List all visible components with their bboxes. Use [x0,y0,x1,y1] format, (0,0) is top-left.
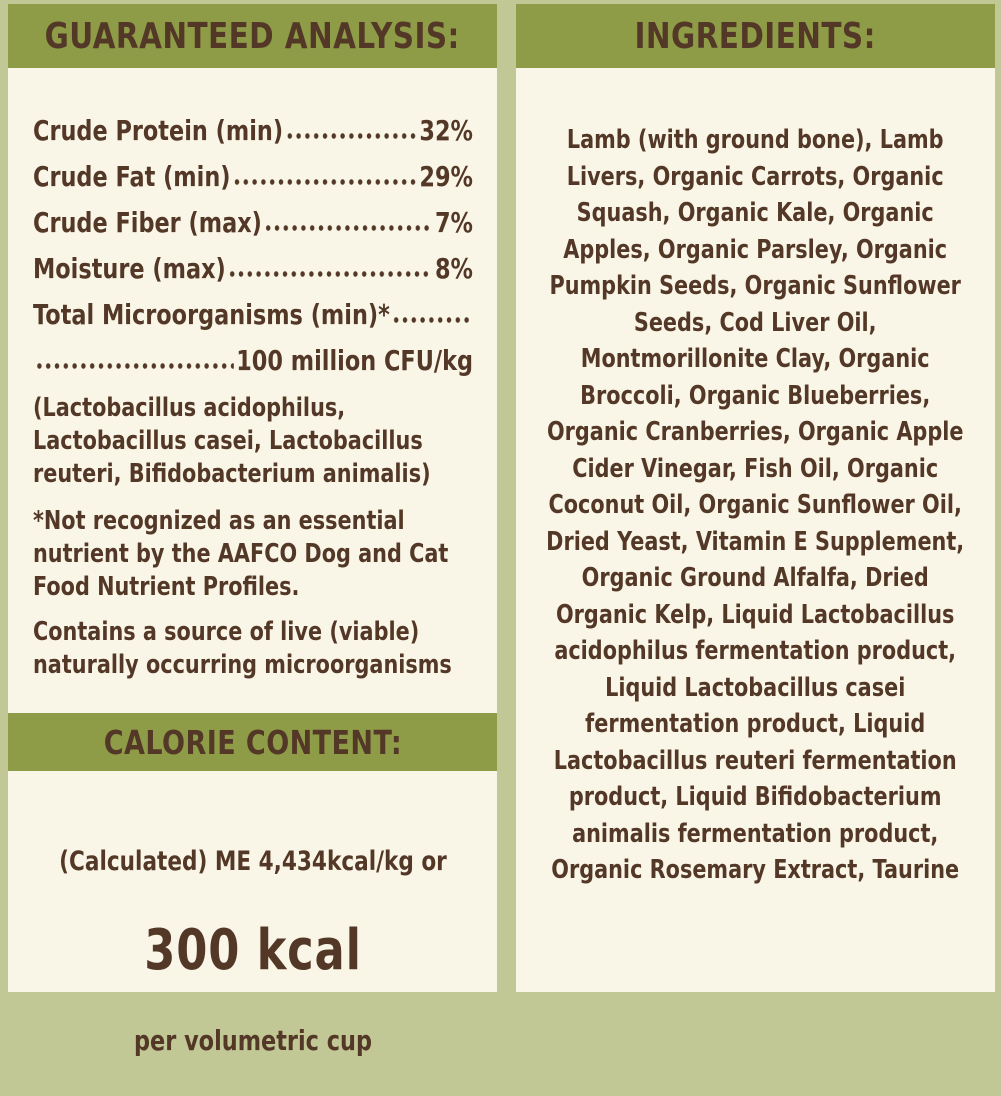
analysis-label: Total Microorganisms (min)* [33,298,390,331]
dotted-leader [264,224,433,232]
dotted-leader [285,132,417,140]
microorganisms-note: (Lactobacillus acidophilus, Lactobacillu… [33,393,431,489]
analysis-row-crude-fat: Crude Fat (min) 29% [33,152,473,198]
analysis-label: Crude Protein (min) [33,114,284,147]
analysis-value: 29% [419,160,473,193]
analysis-row-moisture: Moisture (max) 8% [33,244,473,290]
calorie-content-section: (Calculated) ME 4,434kcal/kg or 300 kcal… [33,806,473,1096]
analysis-value: 7% [434,206,473,239]
guaranteed-analysis-title: GUARANTEED ANALYSIS: [44,15,461,57]
dotted-leader [232,178,417,186]
analysis-row-crude-fiber: Crude Fiber (max) 7% [33,198,473,244]
analysis-value: 8% [434,252,473,285]
ingredients-panel: INGREDIENTS: Lamb (with ground bone), La… [516,4,995,992]
calorie-content-title: CALORIE CONTENT: [103,722,402,762]
guaranteed-analysis-content: Crude Protein (min) 32% Crude Fat (min) … [33,68,473,682]
live-microorganisms-note: Contains a source of live (viable) natur… [33,617,452,680]
calorie-calculated-line: (Calculated) ME 4,434kcal/kg or [59,846,447,877]
aafco-note: *Not recognized as an essential nutrient… [33,506,449,602]
analysis-row-total-microorganisms: Total Microorganisms (min)* [33,290,473,336]
analysis-label: Crude Fat (min) [33,160,231,193]
analysis-label: Crude Fiber (max) [33,206,262,239]
pet-food-label: GUARANTEED ANALYSIS: Crude Protein (min)… [8,4,995,1057]
guaranteed-analysis-header-band: GUARANTEED ANALYSIS: [8,4,497,68]
ingredients-title: INGREDIENTS: [634,15,877,57]
calorie-content-header-band: CALORIE CONTENT: [8,713,497,771]
analysis-row-crude-protein: Crude Protein (min) 32% [33,106,473,152]
ingredients-text: Lamb (with ground bone), Lamb Livers, Or… [546,125,965,885]
dotted-leader [35,362,234,370]
analysis-label: Moisture (max) [33,252,226,285]
analysis-value: 100 million CFU/kg [236,344,473,377]
calorie-kcal-value: 300 kcal [144,918,362,983]
dotted-leader [228,270,433,278]
analysis-table: Crude Protein (min) 32% Crude Fat (min) … [33,106,473,382]
dotted-leader [392,316,471,324]
analysis-row-cfu-value: 100 million CFU/kg [33,336,473,382]
calorie-per-cup-line: per volumetric cup [134,1024,372,1057]
analysis-value: 32% [419,114,473,147]
guaranteed-analysis-panel: GUARANTEED ANALYSIS: Crude Protein (min)… [8,4,497,1057]
ingredients-header-band: INGREDIENTS: [516,4,995,68]
